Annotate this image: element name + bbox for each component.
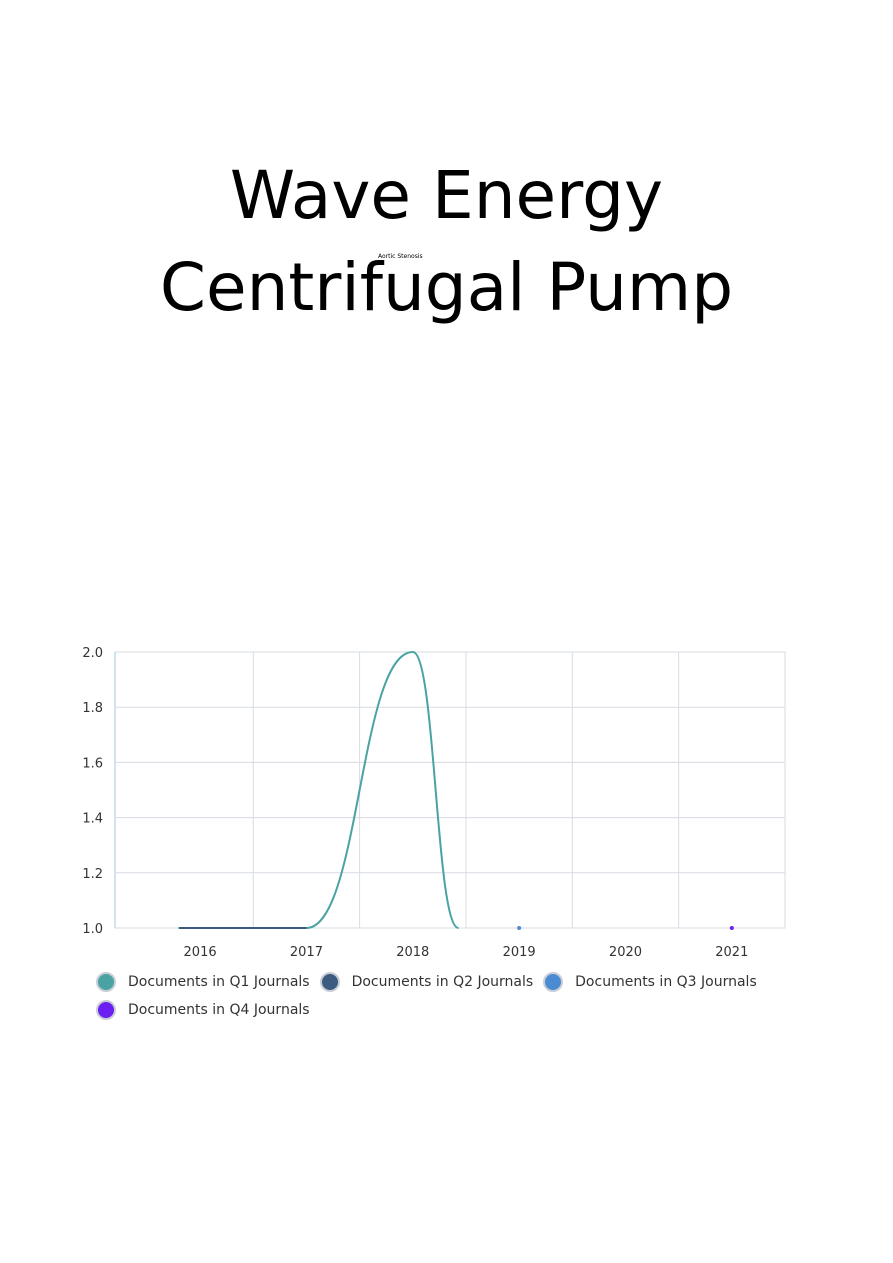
line-chart: 1.0 1.2 1.4 1.6 1.8 2.0 2016 2017 2018 2019 2020 20… xyxy=(82,646,786,960)
legend-q4-label: Documents in Q4 Journals xyxy=(128,1002,310,1018)
legend-item-q1[interactable]: Documents in Q1 Journals xyxy=(96,972,310,992)
y-tick-label: 1.2 xyxy=(82,867,103,882)
legend-item-q2[interactable]: Documents in Q2 Journals xyxy=(319,972,534,992)
x-tick-label: 2019 xyxy=(503,945,536,960)
y-tick-label: 1.0 xyxy=(82,922,103,937)
legend-item-q4[interactable]: Documents in Q4 Journals xyxy=(96,1000,310,1020)
small-label: Aortic Stenosis xyxy=(378,253,423,260)
legend-item-q3[interactable]: Documents in Q3 Journals xyxy=(543,972,757,992)
x-tick-label: 2017 xyxy=(290,945,323,960)
series-point-q4 xyxy=(729,926,734,930)
legend-row-1: Documents in Q1 Journals Documents in Q2… xyxy=(96,968,796,996)
x-tick-label: 2020 xyxy=(609,945,642,960)
legend-q3-dot-icon xyxy=(543,972,564,992)
series-point-q3 xyxy=(517,926,522,930)
chart-legend: Documents in Q1 Journals Documents in Q2… xyxy=(96,968,796,1024)
y-tick-label: 2.0 xyxy=(82,646,103,661)
legend-q2-dot-icon xyxy=(319,972,340,992)
y-tick-label: 1.4 xyxy=(82,812,103,827)
legend-q1-dot-icon xyxy=(96,972,116,992)
x-tick-label: 2021 xyxy=(715,945,748,960)
x-tick-label: 2016 xyxy=(184,945,217,960)
y-tick-label: 1.6 xyxy=(82,756,103,771)
legend-q2-label: Documents in Q2 Journals xyxy=(351,974,534,990)
legend-q1-label: Documents in Q1 Journals xyxy=(128,974,310,990)
title-line-1: Wave Energy xyxy=(229,157,664,234)
y-tick-label: 1.8 xyxy=(82,701,103,716)
x-tick-label: 2018 xyxy=(396,945,429,960)
legend-q3-label: Documents in Q3 Journals xyxy=(575,974,757,990)
legend-row-2: Documents in Q4 Journals xyxy=(96,996,796,1024)
plot-frame xyxy=(114,651,786,929)
legend-q4-dot-icon xyxy=(96,1000,116,1020)
title-line-2: Centrifugal Pump xyxy=(159,249,734,326)
series-line-q1 xyxy=(178,650,460,929)
page-title: Wave Energy Centrifugal Pump xyxy=(0,150,893,334)
